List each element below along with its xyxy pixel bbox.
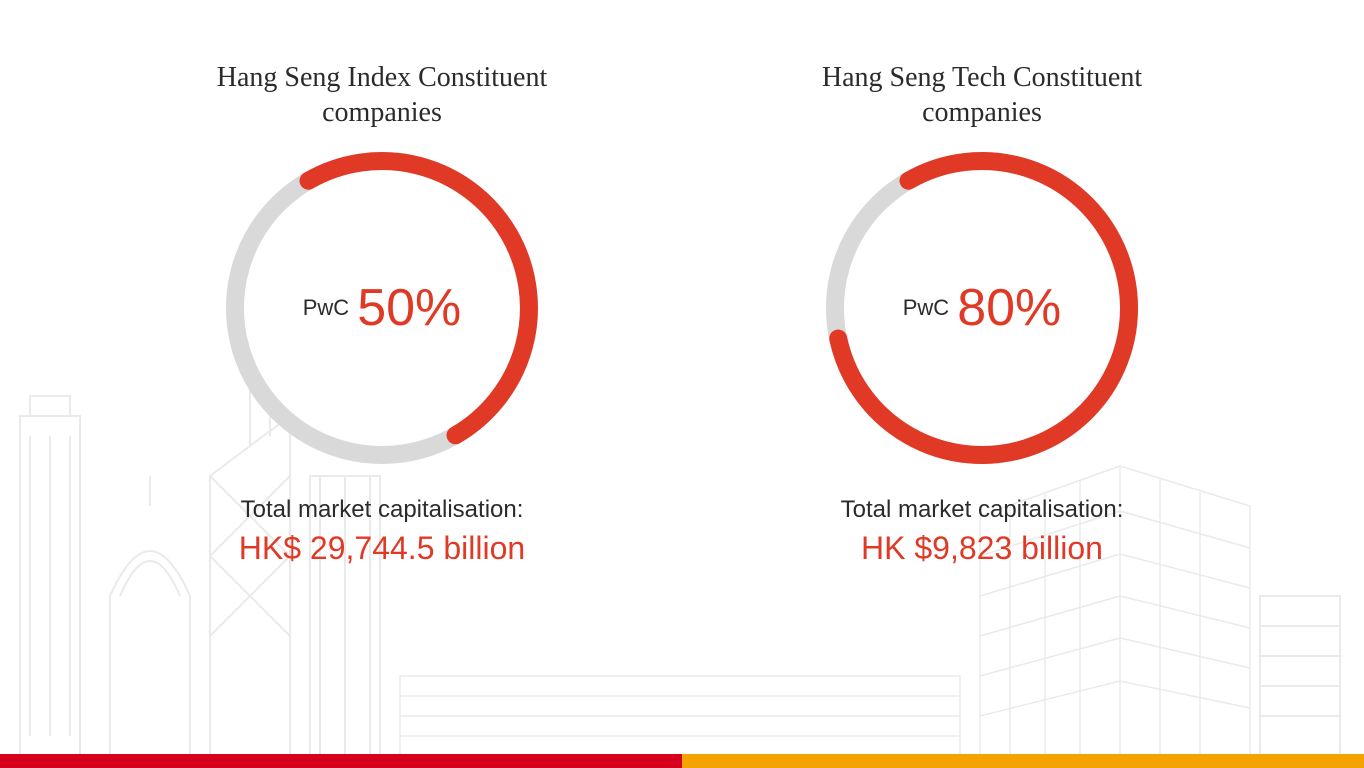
bottom-accent-bar (0, 754, 1364, 768)
donut-chart: PwC 80% (822, 148, 1142, 468)
center-label: PwC (903, 295, 949, 321)
panel-hang-seng-tech: Hang Seng Tech Constituent companies PwC… (772, 60, 1192, 567)
caption: Total market capitalisation: HK$ 29,744.… (239, 496, 525, 567)
caption-value: HK $9,823 billion (841, 530, 1124, 567)
panel-hang-seng-index: Hang Seng Index Constituent companies Pw… (172, 60, 592, 567)
donut-center: PwC 80% (822, 148, 1142, 468)
center-percent: 80% (957, 278, 1061, 338)
donut-center: PwC 50% (222, 148, 542, 468)
content-row: Hang Seng Index Constituent companies Pw… (0, 0, 1364, 567)
panel-title: Hang Seng Tech Constituent companies (772, 60, 1192, 130)
center-label: PwC (303, 295, 349, 321)
bar-segment-orange (682, 754, 1364, 768)
caption-label: Total market capitalisation: (239, 496, 525, 524)
caption: Total market capitalisation: HK $9,823 b… (841, 496, 1124, 567)
center-percent: 50% (357, 278, 461, 338)
panel-title: Hang Seng Index Constituent companies (172, 60, 592, 130)
bar-segment-red (0, 754, 682, 768)
donut-chart: PwC 50% (222, 148, 542, 468)
caption-label: Total market capitalisation: (841, 496, 1124, 524)
caption-value: HK$ 29,744.5 billion (239, 530, 525, 567)
